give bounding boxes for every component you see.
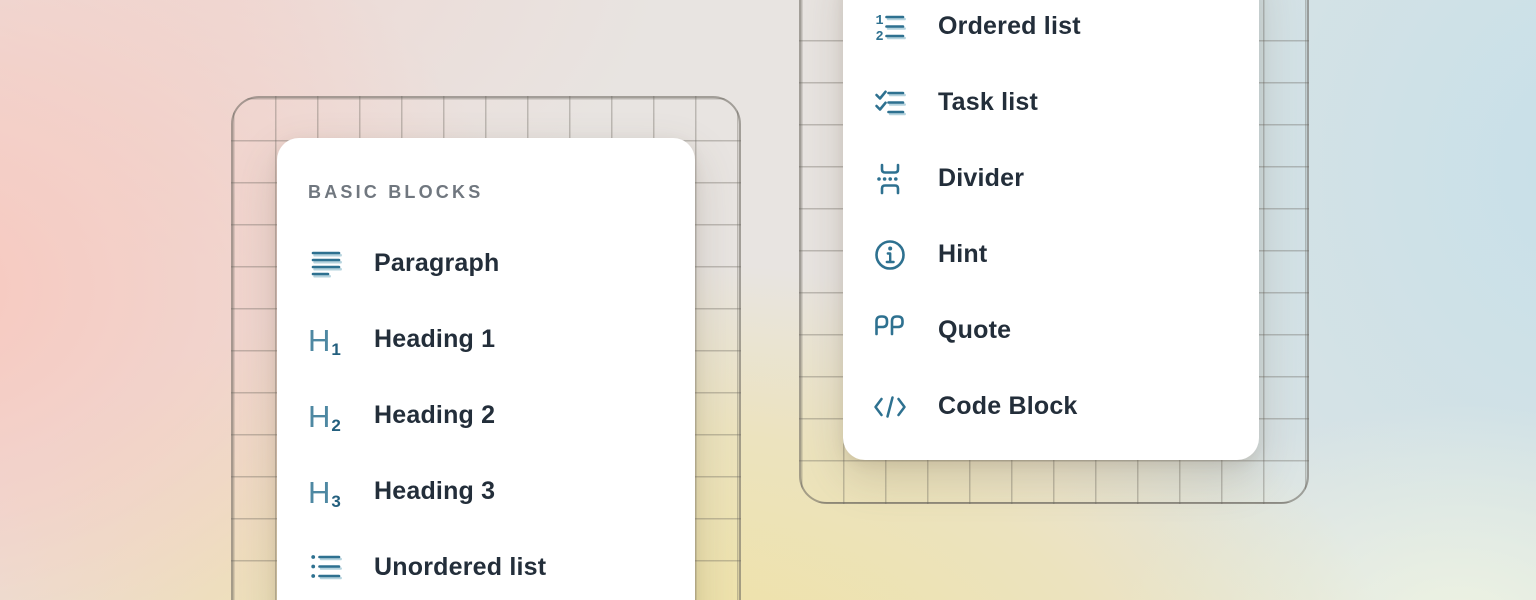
menu-item-paragraph[interactable]: Paragraph [308,226,695,302]
menu-item-label: Paragraph [374,249,500,278]
menu-item-label: Quote [938,316,1012,345]
menu-item-label: Divider [938,164,1025,193]
paragraph-icon [308,246,344,282]
menu-item-label: Heading 3 [374,477,496,506]
section-label: BASIC BLOCKS [308,182,484,202]
menu-item-label: Ordered list [938,12,1081,41]
menu-item-task-list[interactable]: Task list [872,65,1259,141]
svg-text:2: 2 [876,30,884,45]
menu-item-code-block[interactable]: Code Block [872,369,1259,445]
divider-icon [872,161,908,197]
unordered-list-icon [308,550,344,586]
hint-icon [872,237,908,273]
menu-item-divider[interactable]: Divider [872,141,1259,217]
menu-item-unordered-list[interactable]: Unordered list [308,530,695,600]
menu-item-quote[interactable]: Quote [872,293,1259,369]
menu-item-label: Heading 1 [374,325,496,354]
ordered-list-icon: 1 2 [872,9,908,45]
menu-item-label: Hint [938,240,988,269]
menu-item-label: Heading 2 [374,401,496,430]
quote-icon [872,313,908,349]
task-list-icon [872,85,908,121]
menu-item-ordered-list[interactable]: 1 2 Ordered list [872,0,1259,65]
svg-text:1: 1 [876,14,884,29]
menu-item-label: Unordered list [374,553,547,582]
menu-item-label: Code Block [938,392,1078,421]
blocks-menu-card: 1 2 Ordered list Task l [843,0,1259,460]
menu-item-hint[interactable]: Hint [872,217,1259,293]
menu-item-label: Task list [938,88,1038,117]
code-block-icon [872,389,908,425]
